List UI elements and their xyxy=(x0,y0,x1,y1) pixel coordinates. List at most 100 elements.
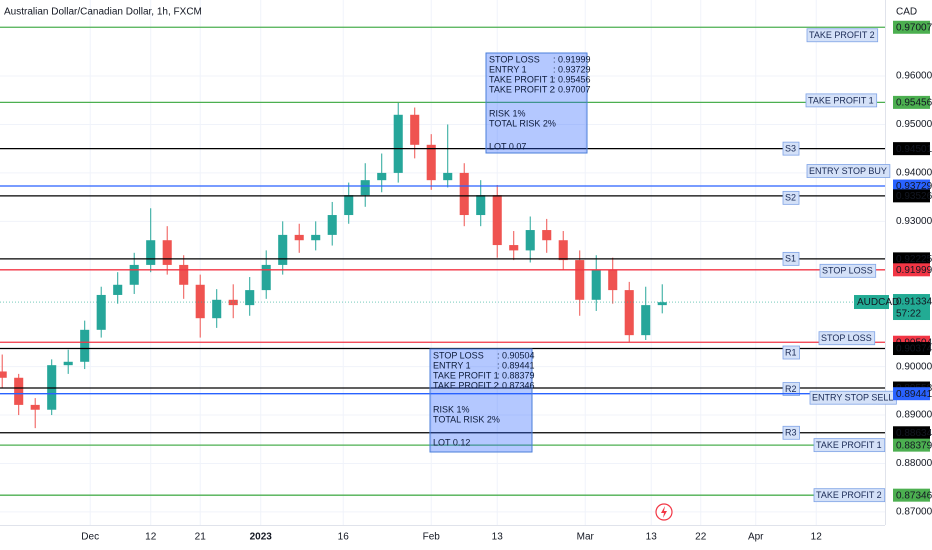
price-box-bg xyxy=(893,263,930,277)
info-row-value: : 0.95456 xyxy=(553,74,591,84)
level-tag: S3 xyxy=(785,144,796,154)
level-tag-bg xyxy=(819,263,877,278)
price-box-bg xyxy=(893,95,930,109)
candle-body xyxy=(261,264,271,291)
candle-body xyxy=(492,195,502,246)
info-row-value: : 0.93729 xyxy=(553,64,591,74)
level-tag-bg xyxy=(805,93,878,108)
info-row-value: : 0.88379 xyxy=(497,370,535,380)
y-tick-label: 0.93000 xyxy=(896,216,932,227)
level-tag-bg xyxy=(806,164,891,178)
info-row-value: : 0.87346 xyxy=(497,380,535,390)
grid xyxy=(0,0,885,525)
candle-body xyxy=(575,260,585,300)
y-tick-label: 0.96000 xyxy=(896,71,932,82)
y-tick-label: 0.89000 xyxy=(896,410,932,421)
candle-body xyxy=(525,230,535,251)
info-note: TOTAL RISK 2% xyxy=(433,414,500,424)
x-tick-label: 21 xyxy=(195,532,207,543)
info-row-label: TAKE PROFIT 1 xyxy=(489,74,555,84)
candle-body xyxy=(509,245,519,251)
info-row-label: STOP LOSS xyxy=(489,54,540,64)
x-tick-label: 12 xyxy=(811,532,823,543)
price-box-bg xyxy=(893,488,930,502)
x-tick-label: 12 xyxy=(145,532,157,543)
info-row-label: ENTRY 1 xyxy=(489,64,527,74)
candle-body xyxy=(426,144,436,181)
level-tag-bg xyxy=(818,331,876,346)
chart-title: Australian Dollar/Canadian Dollar, 1h, F… xyxy=(4,7,202,18)
x-tick-label: 22 xyxy=(695,532,707,543)
level-tag: ENTRY STOP SELL xyxy=(812,393,893,403)
candle-body xyxy=(245,290,255,306)
candle-body xyxy=(129,264,139,285)
candle-body xyxy=(0,371,7,378)
price-box-bg xyxy=(893,342,930,356)
level-tag-bg xyxy=(782,345,800,360)
price-box-bg xyxy=(893,142,930,156)
level-tag: R3 xyxy=(785,428,797,438)
x-tick-label: Mar xyxy=(577,532,595,543)
level-tag-bg xyxy=(782,251,800,266)
level-tag: ENTRY STOP BUY xyxy=(809,166,887,176)
x-tick-label: 2023 xyxy=(250,532,273,543)
candle-body xyxy=(641,305,651,336)
x-tick-label: Feb xyxy=(423,532,441,543)
info-note: LOT 0.12 xyxy=(433,437,470,447)
info-row-label: TAKE PROFIT 2 xyxy=(489,84,555,94)
current-price-label: 0.91334 xyxy=(896,297,932,308)
info-note: LOT 0.07 xyxy=(489,141,526,151)
price-box-label: 0.93729 xyxy=(896,181,932,192)
info-row-value: : 0.89441 xyxy=(497,360,535,370)
candle-body xyxy=(179,264,189,285)
level-tag: TAKE PROFIT 1 xyxy=(816,440,882,450)
price-box-label: 0.92225 xyxy=(896,254,932,265)
level-tag: TAKE PROFIT 2 xyxy=(809,30,875,40)
level-tag: S1 xyxy=(785,254,796,264)
candle-body xyxy=(195,284,205,319)
price-box-label: 0.93526 xyxy=(896,191,932,202)
level-tag: STOP LOSS xyxy=(822,266,873,276)
icon-bolt[interactable] xyxy=(661,506,667,518)
level-tag-bg xyxy=(782,382,800,396)
candle-body xyxy=(476,195,486,216)
y-tick-label: 0.88000 xyxy=(896,458,932,469)
info-box xyxy=(485,52,588,154)
price-box-bg xyxy=(893,426,930,440)
countdown-label: 57:22 xyxy=(896,309,921,320)
price-box-bg xyxy=(893,20,930,34)
candle-body xyxy=(393,114,403,173)
x-tick-label: 13 xyxy=(646,532,658,543)
price-box-label: 0.91999 xyxy=(896,265,932,276)
y-tick-label: 0.87000 xyxy=(896,507,932,518)
info-row-value: : 0.97007 xyxy=(553,84,591,94)
price-box-label: 0.90374 xyxy=(896,344,932,355)
level-tag-bg xyxy=(782,141,800,156)
info-box xyxy=(429,348,533,453)
candle-body xyxy=(542,230,552,241)
price-box-label: 0.87346 xyxy=(896,490,932,501)
price-box-label: 0.97007 xyxy=(896,22,932,33)
candle-body xyxy=(377,172,387,181)
y-tick-label: 0.90000 xyxy=(896,361,932,372)
info-row-value: : 0.90504 xyxy=(497,350,535,360)
symbol-bg xyxy=(854,295,889,310)
candle-body xyxy=(30,404,40,410)
candle-body xyxy=(113,284,123,295)
currency-label: CAD xyxy=(896,7,917,18)
info-row-label: STOP LOSS xyxy=(433,350,484,360)
candle-body xyxy=(344,195,354,216)
price-box-bg xyxy=(893,387,930,401)
candle-body xyxy=(146,240,156,265)
info-row-label: TAKE PROFIT 1 xyxy=(433,370,499,380)
replay-icon[interactable] xyxy=(655,503,673,521)
candle-body xyxy=(63,361,73,366)
info-note: RISK 1% xyxy=(433,404,470,414)
level-tag: TAKE PROFIT 1 xyxy=(808,95,874,105)
candle-body xyxy=(459,172,469,216)
level-tag: R2 xyxy=(785,384,797,394)
info-row-value: : 0.91999 xyxy=(553,54,591,64)
candle-body xyxy=(228,299,238,306)
candle-body xyxy=(80,329,90,362)
